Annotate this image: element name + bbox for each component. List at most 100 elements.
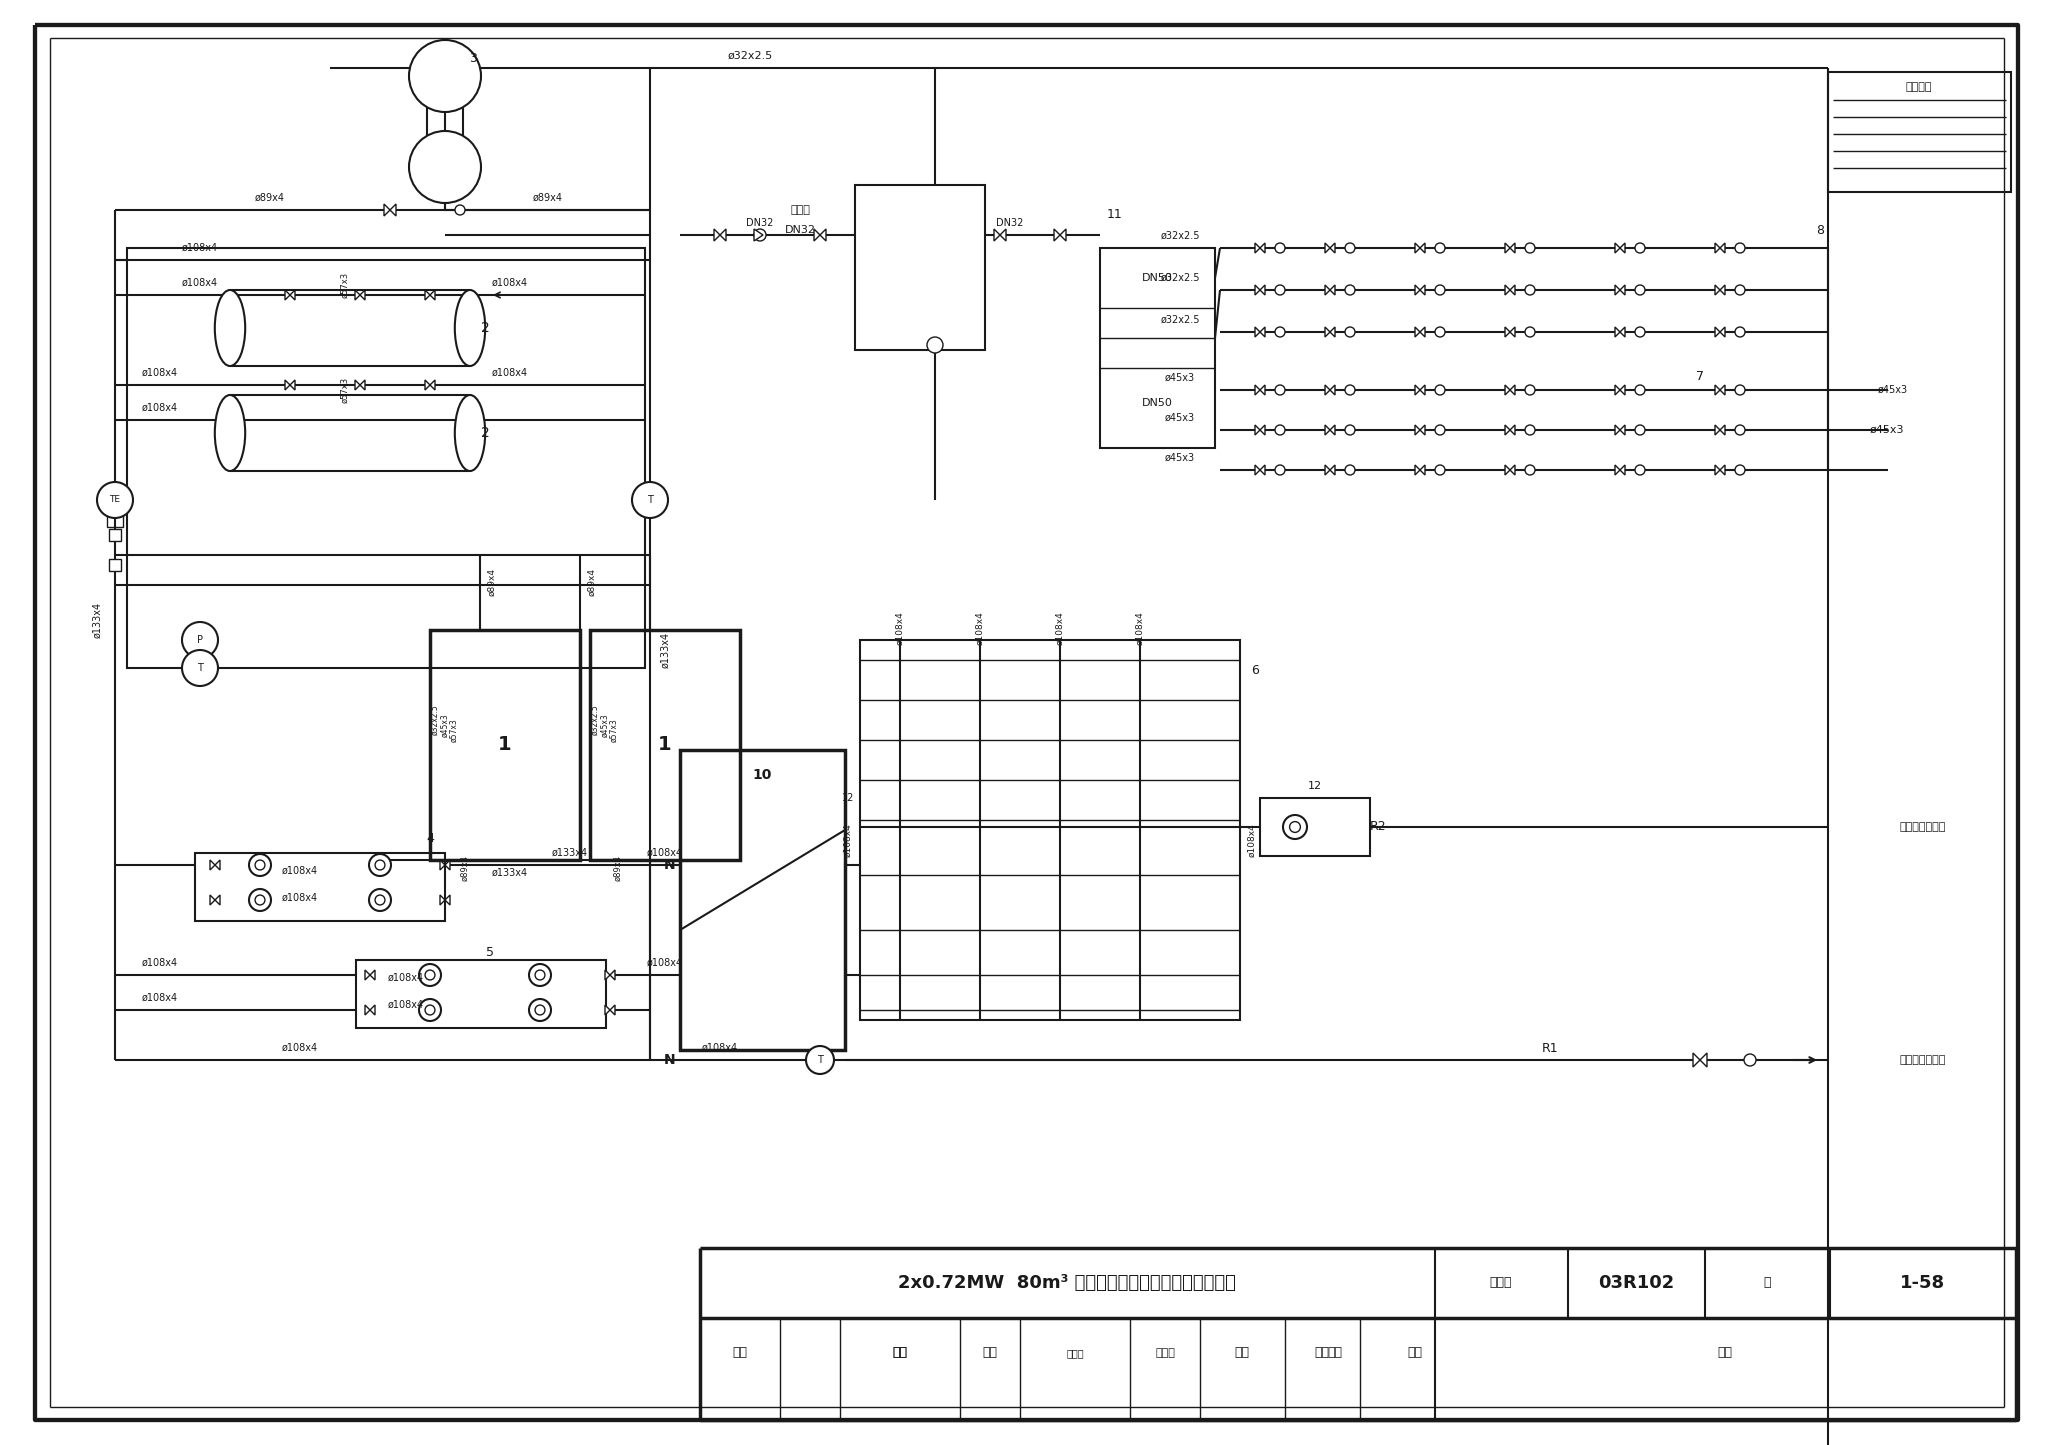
Text: ø108x4: ø108x4 [1135,611,1145,644]
Text: ø108x4: ø108x4 [283,1043,317,1053]
Polygon shape [444,860,451,870]
Circle shape [369,889,391,910]
Text: ø89x4: ø89x4 [532,194,563,202]
Circle shape [1276,465,1284,475]
Polygon shape [440,860,444,870]
Text: ø133x4: ø133x4 [92,603,102,639]
Text: P: P [197,634,203,644]
Circle shape [182,650,217,686]
Text: 6: 6 [1251,663,1260,676]
Circle shape [1526,384,1536,394]
Text: ø57x3: ø57x3 [340,377,350,403]
Circle shape [633,483,668,517]
Polygon shape [1714,285,1720,295]
Text: ø108x4: ø108x4 [647,958,684,968]
Text: ø108x4: ø108x4 [141,993,178,1003]
Circle shape [1346,425,1356,435]
Polygon shape [1616,465,1620,475]
Circle shape [1745,1053,1755,1066]
Circle shape [535,1006,545,1014]
Text: ø32x2.5: ø32x2.5 [727,51,772,61]
Circle shape [1276,327,1284,337]
Polygon shape [1325,425,1329,435]
Circle shape [1634,285,1645,295]
Polygon shape [1714,425,1720,435]
Polygon shape [215,894,219,905]
Polygon shape [1620,384,1624,394]
Text: ø32x2.5: ø32x2.5 [1161,231,1200,241]
Text: ø108x4: ø108x4 [895,611,905,644]
Polygon shape [426,290,430,301]
Polygon shape [211,860,215,870]
Text: 余菙: 余菙 [1315,1347,1329,1360]
Polygon shape [371,970,375,980]
Text: DN50: DN50 [1141,273,1171,283]
Circle shape [1346,285,1356,295]
Polygon shape [754,228,764,241]
Polygon shape [426,380,430,390]
Polygon shape [1415,384,1419,394]
Polygon shape [1720,243,1724,253]
Circle shape [369,854,391,876]
Text: ø45x3: ø45x3 [1165,452,1196,462]
Polygon shape [1260,243,1266,253]
Circle shape [250,889,270,910]
Text: ø108x4: ø108x4 [975,611,985,644]
Text: ø32x2.5: ø32x2.5 [590,705,600,736]
Polygon shape [1616,425,1620,435]
Circle shape [1735,384,1745,394]
Text: DN32: DN32 [745,218,774,228]
Text: ø108x4: ø108x4 [182,277,217,288]
Polygon shape [1260,465,1266,475]
Text: 11: 11 [1108,208,1122,221]
Text: ø108x4: ø108x4 [387,972,424,983]
Polygon shape [1255,285,1260,295]
Circle shape [754,228,766,241]
Polygon shape [1505,285,1509,295]
Circle shape [1436,425,1446,435]
Circle shape [1290,822,1300,832]
Text: ø108x4: ø108x4 [492,277,528,288]
Text: T: T [647,496,653,504]
Text: TE: TE [109,496,121,504]
Text: 5: 5 [485,945,494,958]
Polygon shape [1325,285,1329,295]
Circle shape [528,998,551,1022]
Text: 余菁: 余菁 [1407,1347,1423,1360]
Text: 分制: 分制 [1327,1347,1343,1360]
Text: 审核: 审核 [733,1347,748,1360]
Text: DN50: DN50 [1141,397,1171,407]
Circle shape [1436,327,1446,337]
Text: 3: 3 [469,52,477,65]
Text: ø108x4: ø108x4 [647,848,684,858]
Circle shape [1634,425,1645,435]
Polygon shape [354,290,360,301]
Circle shape [375,860,385,870]
Circle shape [1634,465,1645,475]
Polygon shape [1061,228,1067,241]
Text: DN32: DN32 [995,218,1024,228]
Polygon shape [430,380,434,390]
Polygon shape [1700,1053,1706,1066]
Polygon shape [1620,243,1624,253]
Bar [860,640,1239,1020]
Text: T: T [817,1055,823,1065]
Polygon shape [610,1006,614,1014]
Polygon shape [1055,228,1061,241]
Polygon shape [715,228,721,241]
Text: ø108x4: ø108x4 [182,243,217,253]
Text: ø32x2.5: ø32x2.5 [430,705,440,736]
Text: 图集号: 图集号 [1489,1276,1511,1289]
Polygon shape [1325,465,1329,475]
Polygon shape [1329,384,1335,394]
Polygon shape [1419,465,1425,475]
Text: 7: 7 [1696,370,1704,383]
Text: ø108x4: ø108x4 [141,958,178,968]
Text: 10: 10 [752,767,772,782]
Polygon shape [604,1006,610,1014]
Polygon shape [1616,384,1620,394]
Text: ø45x3: ø45x3 [600,714,610,737]
Text: 1: 1 [657,736,672,754]
Circle shape [420,964,440,985]
Polygon shape [1329,425,1335,435]
